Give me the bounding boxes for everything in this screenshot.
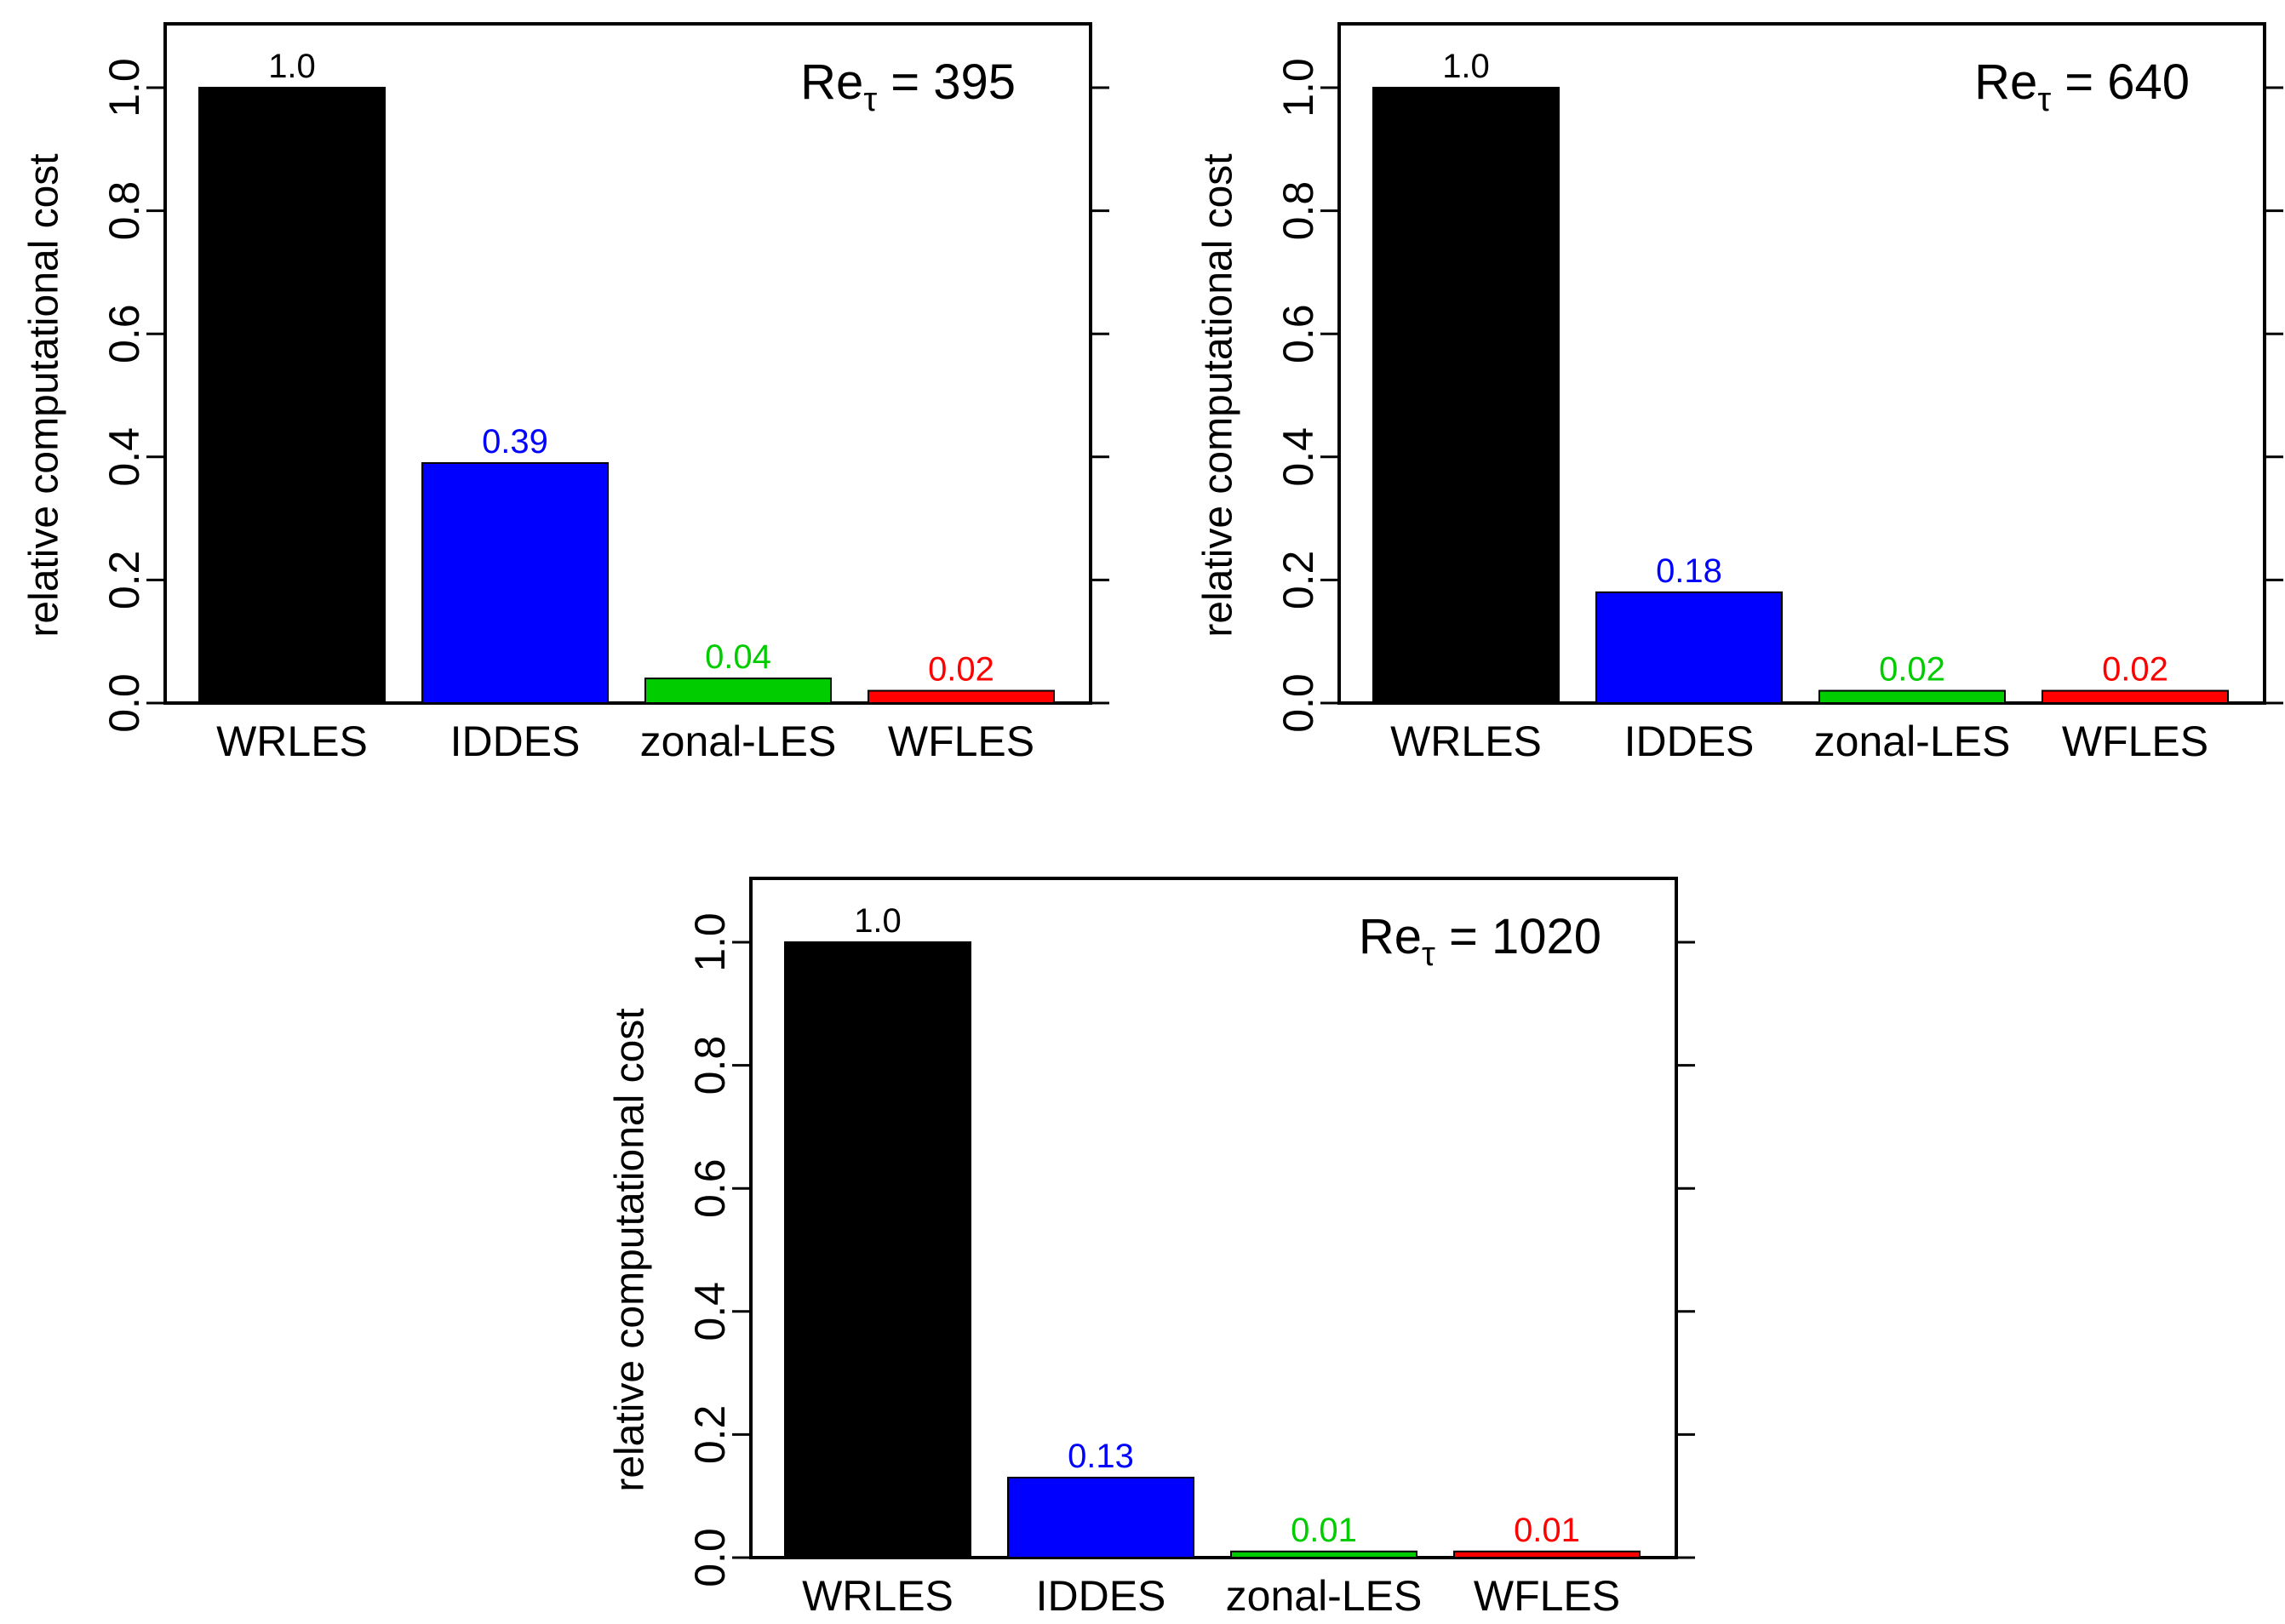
y-tick-label: 0.8: [1274, 181, 1322, 241]
bar-wrles: [198, 87, 386, 704]
y-tick-label: 0.2: [100, 551, 148, 610]
category-label-wfles: WFLES: [1474, 1572, 1620, 1620]
value-label-zonal-les: 0.02: [1879, 651, 1945, 689]
category-label-zonal-les: zonal-LES: [1226, 1572, 1423, 1620]
reynolds-annotation: Reτ = 395: [800, 54, 1016, 118]
bar-wrles: [784, 941, 971, 1558]
y-tick-label: 0.4: [686, 1282, 734, 1341]
y-tick-label: 1.0: [100, 58, 148, 117]
bar-zonal-les: [1818, 689, 2006, 704]
y-axis-label: relative computational cost: [1196, 153, 1241, 637]
category-label-wrles: WRLES: [216, 718, 368, 765]
chart-panel-2: 0.0 0.2 0.4 0.6 0.8 1.0 relative computational…: [1196, 22, 2283, 765]
y-axis-label: relative computational cost: [22, 153, 67, 637]
plot-frame: [1337, 22, 2266, 705]
chart-panel-3: 0.0 0.2 0.4 0.6 0.8 1.0 relative computational…: [608, 877, 1695, 1620]
value-label-iddes: 0.18: [1656, 552, 1722, 590]
plot-frame: [163, 22, 1092, 705]
y-tick-label: 0.6: [100, 304, 148, 363]
value-label-wrles: 1.0: [854, 902, 902, 940]
category-label-iddes: IDDES: [1624, 718, 1755, 765]
value-label-iddes: 0.39: [482, 423, 548, 460]
value-label-wrles: 1.0: [1442, 48, 1490, 85]
plot-frame: [749, 877, 1678, 1559]
y-tick-label: 0.0: [100, 673, 148, 733]
y-tick-label: 0.6: [1274, 304, 1322, 363]
value-label-zonal-les: 0.01: [1291, 1512, 1357, 1549]
y-tick-label: 0.8: [686, 1036, 734, 1095]
bar-wfles: [2042, 689, 2229, 704]
y-tick-label: 0.2: [1274, 551, 1322, 610]
value-label-wfles: 0.02: [928, 651, 994, 689]
value-label-zonal-les: 0.04: [705, 638, 771, 676]
category-label-wrles: WRLES: [1390, 718, 1542, 765]
bar-wrles: [1372, 87, 1560, 704]
value-label-wfles: 0.02: [2102, 651, 2168, 689]
y-tick-label: 0.0: [686, 1528, 734, 1587]
bar-iddes: [1007, 1477, 1194, 1559]
y-tick-label: 1.0: [1274, 58, 1322, 117]
value-label-wfles: 0.01: [1514, 1512, 1580, 1549]
y-tick-label: 0.0: [1274, 673, 1322, 733]
y-tick-label: 0.6: [686, 1158, 734, 1218]
bar-iddes: [421, 462, 609, 705]
bar-zonal-les: [644, 678, 832, 705]
category-label-wfles: WFLES: [2062, 718, 2208, 765]
y-tick-label: 0.4: [1274, 427, 1322, 487]
value-label-iddes: 0.13: [1068, 1438, 1134, 1475]
category-label-zonal-les: zonal-LES: [640, 718, 837, 765]
bar-iddes: [1595, 591, 1783, 704]
chart-panel-1: 0.0 0.2 0.4 0.6 0.8 1.0 relative computational…: [22, 22, 1109, 765]
bar-zonal-les: [1230, 1550, 1417, 1559]
y-axis-label: relative computational cost: [608, 1008, 653, 1491]
category-label-iddes: IDDES: [450, 718, 581, 765]
y-tick-label: 0.2: [686, 1405, 734, 1465]
y-tick-label: 0.4: [100, 427, 148, 487]
y-tick-label: 1.0: [686, 912, 734, 972]
category-label-wrles: WRLES: [802, 1572, 954, 1620]
category-label-wfles: WFLES: [888, 718, 1034, 765]
category-label-iddes: IDDES: [1036, 1572, 1166, 1620]
bar-wfles: [868, 689, 1055, 704]
bar-wfles: [1453, 1550, 1641, 1559]
reynolds-annotation: Reτ = 640: [1974, 54, 2190, 118]
value-label-wrles: 1.0: [268, 48, 316, 85]
reynolds-annotation: Reτ = 1020: [1359, 909, 1601, 973]
category-label-zonal-les: zonal-LES: [1814, 718, 2011, 765]
y-tick-label: 0.8: [100, 181, 148, 241]
